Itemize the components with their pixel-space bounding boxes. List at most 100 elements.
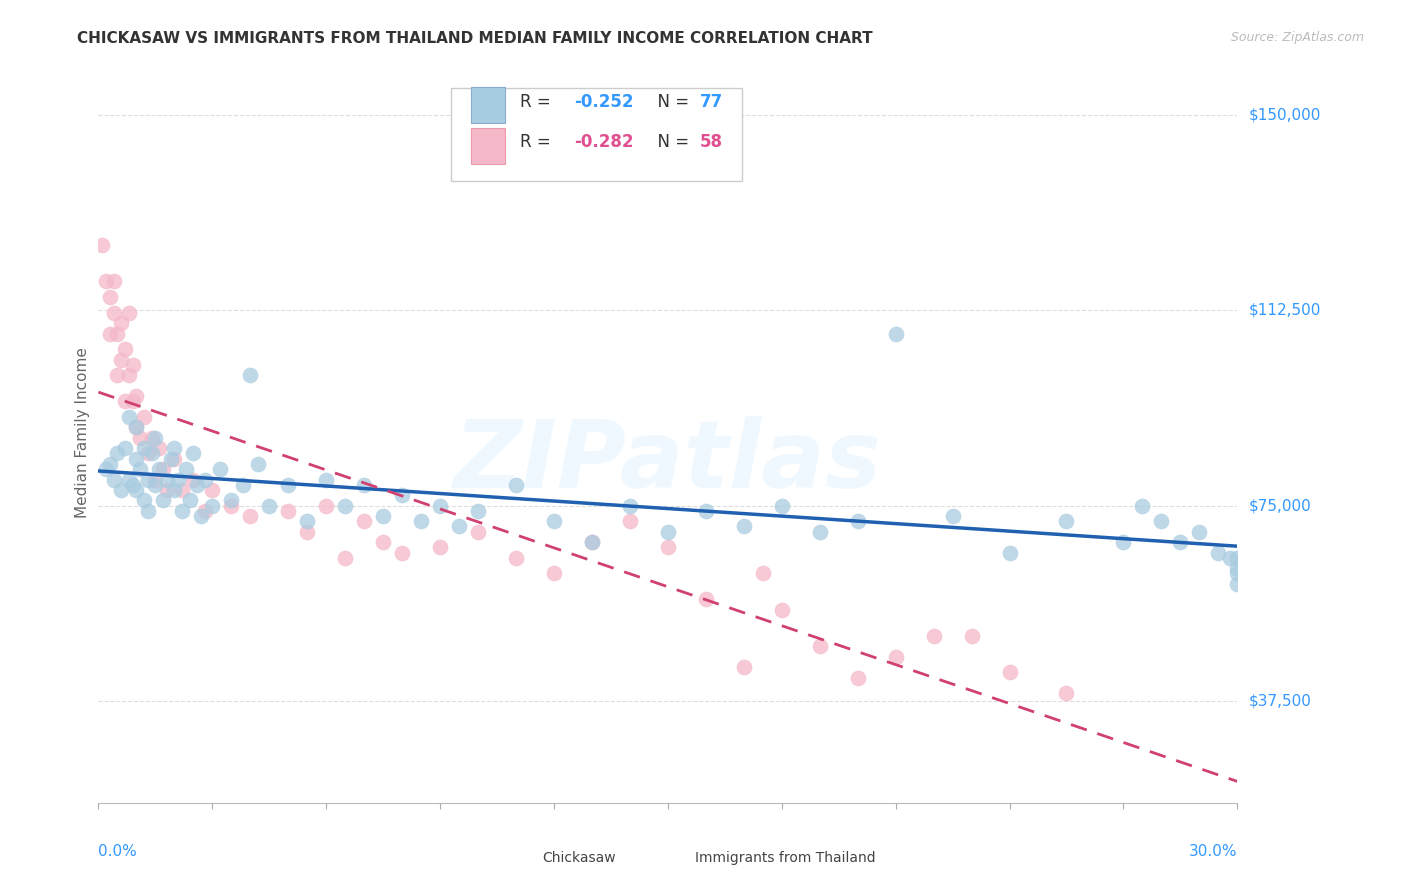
Point: [1226, 561, 1249, 575]
Y-axis label: Median Family Income: Median Family Income: [75, 347, 90, 518]
Point: [152, 493, 174, 508]
Point: [770, 603, 793, 617]
FancyBboxPatch shape: [503, 845, 534, 873]
Point: [114, 342, 136, 356]
Point: [752, 566, 775, 581]
Point: [1132, 499, 1154, 513]
Point: [141, 446, 163, 460]
Point: [505, 550, 527, 565]
Point: [467, 504, 489, 518]
Point: [163, 451, 186, 466]
Text: CHICKASAW VS IMMIGRANTS FROM THAILAND MEDIAN FAMILY INCOME CORRELATION CHART: CHICKASAW VS IMMIGRANTS FROM THAILAND ME…: [77, 31, 873, 46]
Text: 58: 58: [700, 134, 723, 152]
Point: [136, 504, 159, 518]
Point: [94, 274, 117, 288]
Point: [118, 473, 141, 487]
Point: [91, 238, 114, 252]
Text: $75,000: $75,000: [1249, 498, 1312, 513]
Point: [201, 499, 224, 513]
Point: [170, 483, 193, 497]
Point: [221, 493, 243, 508]
Text: R =: R =: [520, 93, 555, 111]
Point: [107, 446, 129, 460]
Point: [201, 483, 224, 497]
Point: [114, 442, 136, 456]
Text: -0.252: -0.252: [575, 93, 634, 111]
Point: [125, 389, 148, 403]
Point: [315, 473, 337, 487]
Point: [1150, 514, 1173, 528]
Point: [145, 473, 167, 487]
Point: [118, 368, 141, 383]
Point: [174, 462, 197, 476]
Point: [129, 431, 152, 445]
Point: [1054, 514, 1078, 528]
Point: [922, 629, 945, 643]
Point: [194, 504, 217, 518]
FancyBboxPatch shape: [451, 88, 742, 181]
Text: 30.0%: 30.0%: [1189, 845, 1237, 860]
Point: [194, 473, 217, 487]
Point: [335, 499, 357, 513]
Text: Immigrants from Thailand: Immigrants from Thailand: [695, 851, 876, 865]
Point: [1219, 550, 1241, 565]
Point: [239, 509, 262, 524]
Point: [183, 473, 205, 487]
Text: N =: N =: [647, 134, 695, 152]
Point: [581, 535, 603, 549]
Point: [129, 462, 152, 476]
Point: [657, 524, 679, 539]
Text: Chickasaw: Chickasaw: [543, 851, 616, 865]
Point: [1170, 535, 1192, 549]
Point: [1054, 686, 1078, 700]
Point: [136, 473, 159, 487]
Point: [190, 509, 212, 524]
Point: [353, 477, 375, 491]
Text: 0.0%: 0.0%: [98, 845, 138, 860]
Text: $150,000: $150,000: [1249, 107, 1320, 122]
Point: [1112, 535, 1135, 549]
Point: [114, 394, 136, 409]
Point: [371, 535, 394, 549]
Point: [1208, 545, 1230, 559]
Point: [132, 442, 155, 456]
Point: [884, 326, 907, 341]
Point: [884, 649, 907, 664]
Text: N =: N =: [647, 93, 695, 111]
Point: [121, 477, 143, 491]
Point: [110, 352, 132, 367]
Point: [808, 524, 831, 539]
Point: [695, 592, 717, 607]
Point: [942, 509, 965, 524]
Point: [657, 541, 679, 555]
Point: [125, 420, 148, 434]
Point: [1188, 524, 1211, 539]
Point: [118, 306, 141, 320]
Point: [505, 477, 527, 491]
Text: -0.282: -0.282: [575, 134, 634, 152]
Point: [239, 368, 262, 383]
Point: [152, 462, 174, 476]
Text: Source: ZipAtlas.com: Source: ZipAtlas.com: [1230, 31, 1364, 45]
Point: [277, 477, 299, 491]
Point: [118, 409, 141, 424]
Text: R =: R =: [520, 134, 555, 152]
Point: [335, 550, 357, 565]
Text: ZIPatlas: ZIPatlas: [454, 417, 882, 508]
FancyBboxPatch shape: [471, 128, 505, 164]
Point: [297, 514, 319, 528]
Text: 77: 77: [700, 93, 723, 111]
Point: [429, 541, 451, 555]
Point: [156, 473, 179, 487]
Point: [163, 442, 186, 456]
Point: [808, 640, 831, 654]
Point: [770, 499, 793, 513]
Point: [98, 326, 121, 341]
Point: [733, 519, 755, 533]
Point: [1226, 566, 1249, 581]
Point: [125, 483, 148, 497]
Point: [107, 326, 129, 341]
Point: [121, 394, 143, 409]
Point: [297, 524, 319, 539]
Point: [167, 473, 190, 487]
